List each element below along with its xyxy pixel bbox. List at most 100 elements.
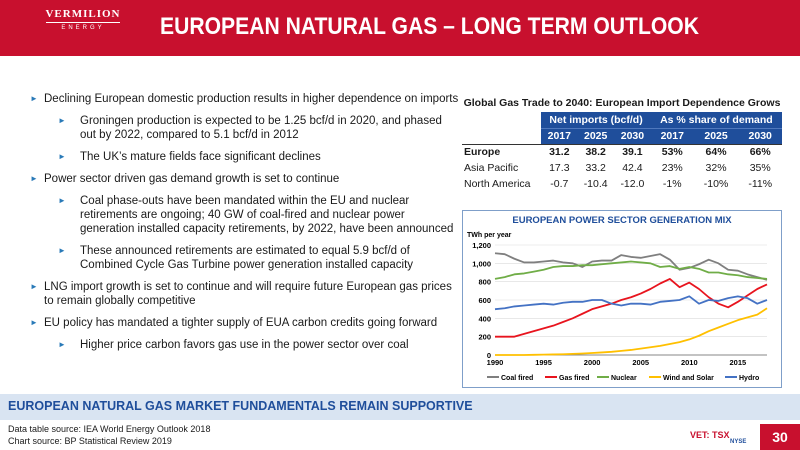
table-year-header: 2017 — [541, 127, 578, 144]
table-cell: -0.7 — [550, 178, 569, 190]
table-year-header: 2030 — [614, 127, 651, 144]
logo-name: VERMILION — [45, 8, 121, 20]
sub-bullet-item: ► These announced retirements are estimat… — [58, 244, 460, 272]
table-cell: 33.2 — [585, 162, 606, 174]
logo-sub: ENERGY — [61, 25, 105, 31]
table-cell: 31.2 — [541, 143, 578, 160]
table-year-header: 2017 — [650, 127, 694, 144]
footer-band — [0, 394, 800, 420]
chart-title: EUROPEAN POWER SECTOR GENERATION MIX — [512, 215, 732, 226]
bullet-arrow-icon: ► — [30, 174, 38, 183]
bullet-list: ► Declining European domestic production … — [30, 92, 460, 360]
y-tick-label: 1,000 — [472, 259, 491, 268]
generation-mix-chart: EUROPEAN POWER SECTOR GENERATION MIX TWh… — [462, 210, 782, 388]
legend-label: Nuclear — [611, 375, 637, 382]
bullet-item: ► Declining European domestic production … — [30, 92, 460, 106]
y-tick-label: 0 — [487, 351, 491, 360]
table-cell: 23% — [661, 162, 683, 174]
table-row: North America -0.7 -10.4 -12.0 -1% -10% … — [462, 176, 782, 192]
bullet-text: LNG import growth is set to continue and… — [44, 281, 452, 307]
footer-banner: EUROPEAN NATURAL GAS MARKET FUNDAMENTALS… — [8, 399, 473, 413]
y-tick-label: 400 — [478, 314, 491, 323]
table-year-header: 2030 — [738, 127, 782, 144]
exchange-label: NYSE — [730, 439, 747, 445]
table-cell: 39.1 — [614, 143, 651, 160]
y-tick-label: 200 — [478, 333, 491, 342]
table-row: Asia Pacific 17.3 33.2 42.4 23% 32% 35% — [462, 160, 782, 176]
data-table-source: Data table source: IEA World Energy Outl… — [8, 424, 211, 434]
table-year-header: 2025 — [693, 127, 739, 144]
ticker-symbol: VET: TSX — [690, 430, 730, 440]
table-corner — [462, 128, 541, 144]
y-tick-label: 800 — [478, 278, 491, 287]
y-tick-label: 1,200 — [472, 241, 491, 250]
row-label: Asia Pacific — [464, 162, 519, 174]
sub-bullet-item: ► Coal phase-outs have been mandated with… — [58, 194, 460, 236]
table-row: Europe 31.2 38.2 39.1 53% 64% 66% — [462, 143, 782, 160]
x-tick-label: 2000 — [584, 358, 601, 367]
bullet-arrow-icon: ► — [58, 152, 66, 161]
series-line-gas-fired — [495, 278, 768, 338]
gas-table-title: Global Gas Trade to 2040: European Impor… — [463, 97, 781, 109]
table-cell: 38.2 — [577, 143, 615, 160]
table-group-header: Net imports (bcf/d) — [541, 112, 651, 128]
table-cell: -10% — [703, 178, 729, 190]
bullet-arrow-icon: ► — [30, 318, 38, 327]
legend-label: Wind and Solar — [663, 375, 714, 382]
legend-label: Gas fired — [559, 375, 589, 382]
gas-trade-table: Net imports (bcf/d) As % share of demand… — [462, 112, 782, 192]
series-line-hydro — [494, 295, 768, 311]
table-cell: 17.3 — [549, 162, 570, 174]
table-cell: 42.4 — [622, 162, 643, 174]
bullet-text: These announced retirements are estimate… — [80, 245, 414, 271]
bullet-arrow-icon: ► — [58, 196, 66, 205]
logo-divider — [46, 22, 120, 23]
bullet-arrow-icon: ► — [58, 246, 66, 255]
table-year-header: 2025 — [577, 127, 615, 144]
sub-bullet-item: ► The UK’s mature fields face significant… — [58, 150, 460, 164]
chart-svg: TWh per year 0 200 400 600 800 1,000 1,200 1990 1… — [467, 232, 768, 382]
series-line-coal-fired — [494, 252, 768, 281]
bullet-arrow-icon: ► — [58, 340, 66, 349]
table-group-header: As % share of demand — [650, 112, 782, 128]
sub-bullet-item: ► Higher price carbon favors gas use in t… — [58, 338, 460, 352]
table-cell: 64% — [693, 143, 739, 160]
bullet-text: Coal phase-outs have been mandated withi… — [80, 195, 454, 235]
x-tick-label: 2005 — [632, 358, 649, 367]
table-cell: -12.0 — [620, 178, 645, 190]
bullet-text: The UK’s mature fields face significant … — [80, 151, 321, 163]
table-cell: 35% — [749, 162, 771, 174]
bullet-arrow-icon: ► — [58, 116, 66, 125]
legend-label: Coal fired — [501, 375, 533, 382]
bullet-text: EU policy has mandated a tighter supply … — [44, 317, 438, 329]
x-tick-label: 2010 — [681, 358, 698, 367]
legend-label: Hydro — [739, 375, 759, 382]
x-tick-label: 1995 — [535, 358, 552, 367]
row-label: Europe — [462, 143, 542, 160]
bullet-text: Power sector driven gas demand growth is… — [44, 173, 340, 185]
series-line-nuclear — [494, 260, 768, 280]
x-tick-label: 1990 — [487, 358, 504, 367]
table-cell: -1% — [662, 178, 682, 190]
bullet-item: ► Power sector driven gas demand growth i… — [30, 172, 460, 186]
table-cell: -10.4 — [583, 178, 608, 190]
vermilion-logo: VERMILION ENERGY — [40, 8, 126, 48]
table-corner — [462, 112, 541, 128]
table-cell: 32% — [705, 162, 727, 174]
bullet-text: Declining European domestic production r… — [44, 93, 459, 105]
row-label: North America — [464, 178, 531, 190]
page-number: 30 — [760, 424, 800, 450]
sub-bullet-item: ► Groningen production is expected to be … — [58, 114, 460, 142]
bullet-arrow-icon: ► — [30, 94, 38, 103]
table-cell: -11% — [748, 178, 773, 190]
bullet-arrow-icon: ► — [30, 282, 38, 291]
y-tick-label: 600 — [478, 296, 491, 305]
table-cell: 66% — [738, 143, 782, 160]
x-tick-label: 2015 — [730, 358, 747, 367]
bullet-item: ► LNG import growth is set to continue an… — [30, 280, 460, 308]
table-cell: 53% — [650, 143, 694, 160]
bullet-text: Groningen production is expected to be 1… — [80, 115, 442, 141]
y-axis-label: TWh per year — [467, 232, 512, 239]
series-line-wind-and-solar — [495, 307, 768, 356]
bullet-text: Higher price carbon favors gas use in th… — [80, 339, 409, 351]
